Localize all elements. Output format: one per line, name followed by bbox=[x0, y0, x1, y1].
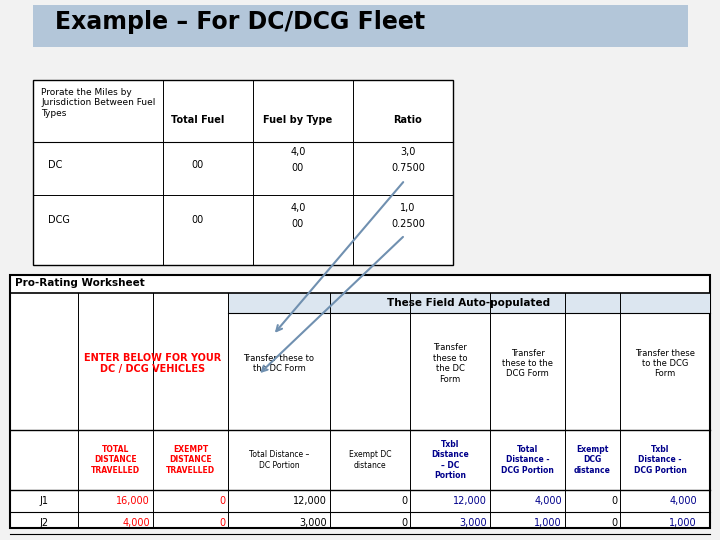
Text: Transfer
these to the
DCG Form: Transfer these to the DCG Form bbox=[502, 349, 553, 379]
Text: 3,0: 3,0 bbox=[400, 147, 415, 157]
Text: 0: 0 bbox=[219, 518, 225, 528]
Text: Total
Distance -
DCG Portion: Total Distance - DCG Portion bbox=[501, 445, 554, 475]
Text: 0.2500: 0.2500 bbox=[391, 219, 425, 229]
Text: 4,0: 4,0 bbox=[290, 147, 306, 157]
Text: ENTER BELOW FOR YOUR
DC / DCG VEHICLES: ENTER BELOW FOR YOUR DC / DCG VEHICLES bbox=[84, 353, 222, 374]
Text: 12,000: 12,000 bbox=[293, 496, 327, 506]
Text: TOTAL
DISTANCE
TRAVELLED: TOTAL DISTANCE TRAVELLED bbox=[91, 445, 140, 475]
Text: Exempt
DCG
distance: Exempt DCG distance bbox=[574, 445, 611, 475]
Bar bbox=[10, 275, 710, 528]
Text: These Field Auto-populated: These Field Auto-populated bbox=[387, 298, 551, 308]
Text: 12,000: 12,000 bbox=[453, 496, 487, 506]
Text: 4,000: 4,000 bbox=[122, 518, 150, 528]
Text: 0.7500: 0.7500 bbox=[391, 163, 425, 173]
Text: 0: 0 bbox=[401, 496, 407, 506]
Text: Transfer these to
the DC Form: Transfer these to the DC Form bbox=[243, 354, 315, 373]
Text: Example – For DC/DCG Fleet: Example – For DC/DCG Fleet bbox=[55, 10, 425, 34]
Text: Total Fuel: Total Fuel bbox=[171, 115, 225, 125]
Text: Txbl
Distance -
DCG Portion: Txbl Distance - DCG Portion bbox=[634, 445, 686, 475]
Text: 00: 00 bbox=[192, 215, 204, 225]
Text: 16,000: 16,000 bbox=[116, 496, 150, 506]
Text: 00: 00 bbox=[192, 160, 204, 170]
Text: J2: J2 bbox=[40, 518, 48, 528]
Text: 0: 0 bbox=[219, 496, 225, 506]
Bar bbox=[228, 293, 710, 313]
Text: Prorate the Miles by
Jurisdiction Between Fuel
Types: Prorate the Miles by Jurisdiction Betwee… bbox=[41, 88, 156, 118]
Text: 3,000: 3,000 bbox=[459, 518, 487, 528]
Text: EXEMPT
DISTANCE
TRAVELLED: EXEMPT DISTANCE TRAVELLED bbox=[166, 445, 215, 475]
Text: J1: J1 bbox=[40, 496, 48, 506]
Text: 1,000: 1,000 bbox=[670, 518, 697, 528]
Text: DC: DC bbox=[48, 160, 63, 170]
Text: 4,000: 4,000 bbox=[670, 496, 697, 506]
Text: Exempt DC
distance: Exempt DC distance bbox=[348, 450, 391, 470]
Text: 3,000: 3,000 bbox=[300, 518, 327, 528]
Text: Pro-Rating Worksheet: Pro-Rating Worksheet bbox=[15, 278, 145, 288]
Bar bbox=[33, 80, 453, 265]
Text: 0: 0 bbox=[611, 518, 617, 528]
Text: Txbl
Distance
– DC
Portion: Txbl Distance – DC Portion bbox=[431, 440, 469, 480]
Text: Total Distance –
DC Portion: Total Distance – DC Portion bbox=[249, 450, 309, 470]
Text: Transfer these
to the DCG
Form: Transfer these to the DCG Form bbox=[635, 349, 695, 379]
Text: Transfer
these to
the DC
Form: Transfer these to the DC Form bbox=[433, 343, 467, 383]
Text: 1,0: 1,0 bbox=[400, 203, 415, 213]
Text: 00: 00 bbox=[292, 163, 304, 173]
Text: 0: 0 bbox=[401, 518, 407, 528]
Text: 1,000: 1,000 bbox=[534, 518, 562, 528]
Bar bbox=[33, 5, 688, 47]
Text: 4,000: 4,000 bbox=[534, 496, 562, 506]
Text: Ratio: Ratio bbox=[394, 115, 423, 125]
Text: 00: 00 bbox=[292, 219, 304, 229]
Text: DCG: DCG bbox=[48, 215, 70, 225]
Text: 4,0: 4,0 bbox=[290, 203, 306, 213]
Text: 0: 0 bbox=[611, 496, 617, 506]
Text: Fuel by Type: Fuel by Type bbox=[264, 115, 333, 125]
